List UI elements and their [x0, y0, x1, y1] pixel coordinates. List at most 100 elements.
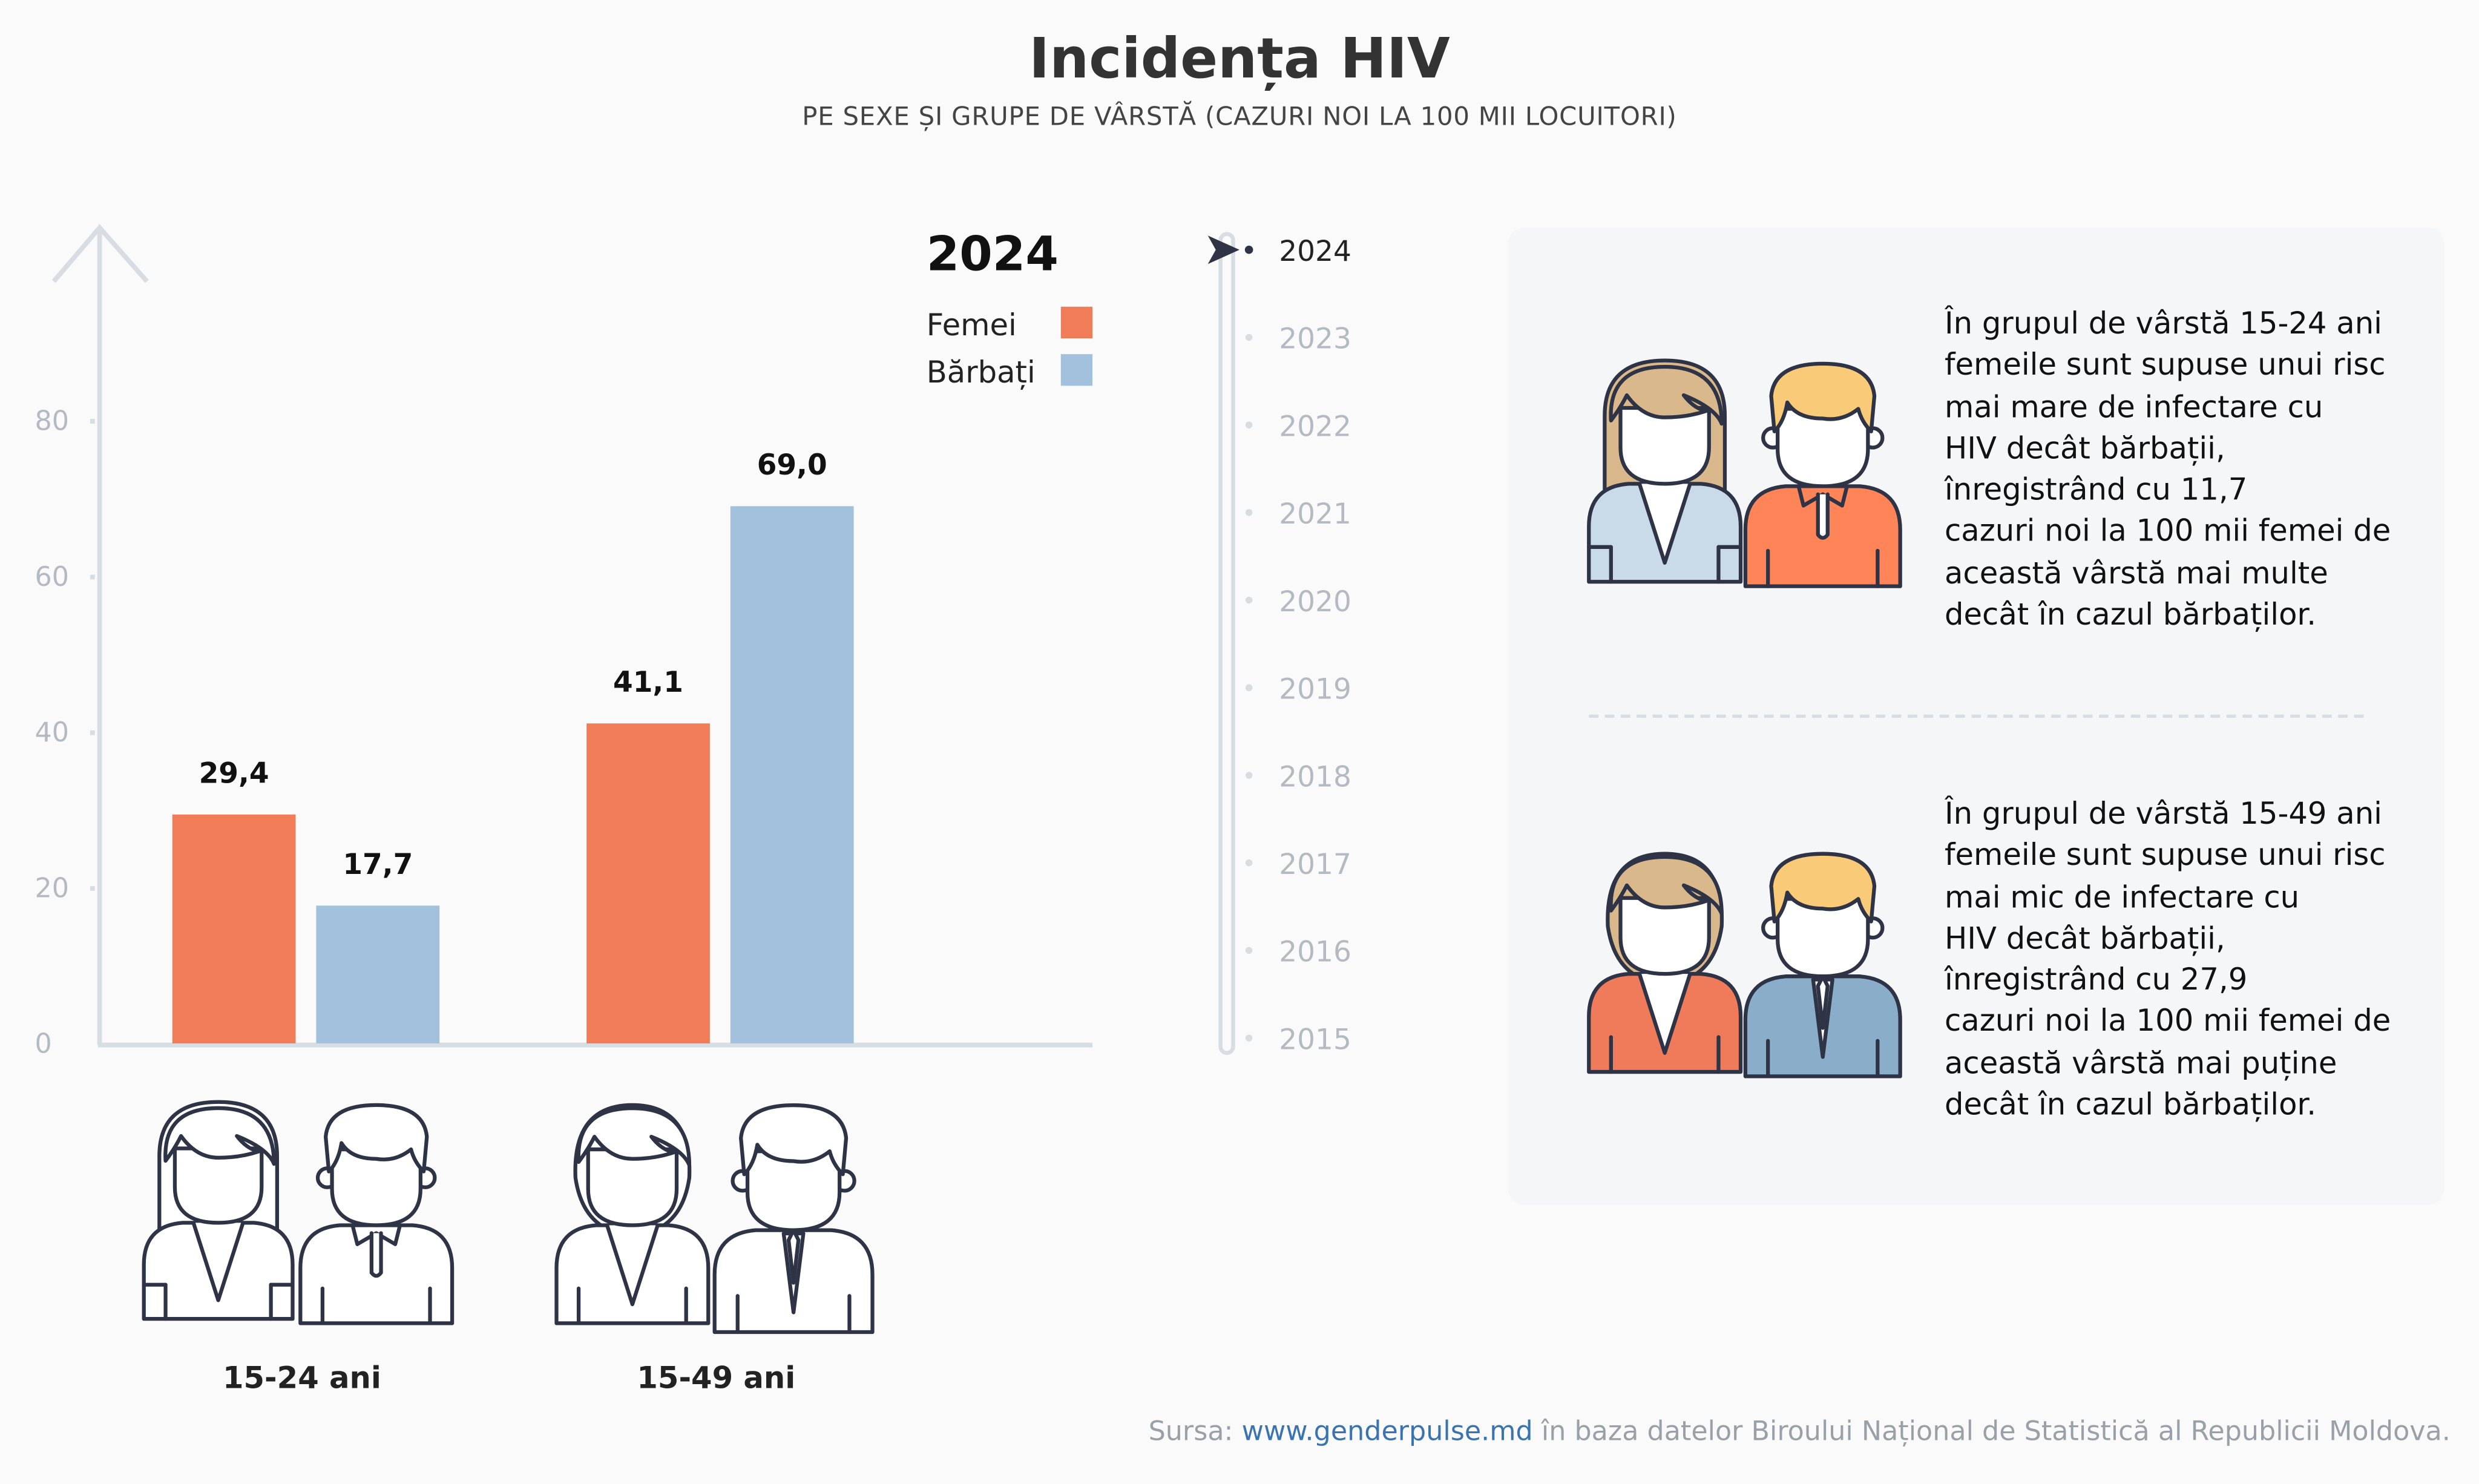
hair-top: [739, 1103, 849, 1177]
arm-lines: [1609, 545, 1721, 584]
hair-top: [1609, 364, 1724, 426]
timeline-year-2015[interactable]: 2015: [1279, 1023, 1351, 1056]
arm-lines: [1609, 1035, 1721, 1074]
timeline-dot: [1244, 245, 1253, 254]
timeline-dot: [1245, 947, 1253, 954]
collar: [1637, 971, 1692, 1055]
legend-femei-swatch: [1060, 306, 1093, 339]
timeline-year-2019[interactable]: 2019: [1279, 673, 1351, 706]
arm-lines: [163, 1282, 273, 1321]
tie: [786, 1228, 801, 1285]
timeline-track: [1218, 232, 1235, 1055]
y-tick-label: 40: [34, 717, 69, 748]
year-timeline-slider[interactable]: 2024 2023 2022 2021 2020 2019 2018 2017 2016 2015: [1201, 222, 1391, 1075]
timeline-year-2024[interactable]: 2024: [1279, 235, 1351, 268]
timeline-dot: [1245, 772, 1253, 779]
face: [1776, 897, 1870, 979]
arm-lines: [1766, 548, 1880, 588]
group-label-15-24: 15-24 ani: [222, 1361, 381, 1396]
timeline-dot: [1245, 333, 1253, 341]
tie: [1816, 974, 1830, 1030]
face: [330, 1147, 422, 1227]
timeline-dot: [1245, 684, 1253, 692]
icon-woman-young: [142, 1100, 295, 1321]
bar-value-label: 69,0: [757, 448, 827, 482]
timeline-dot: [1245, 421, 1253, 428]
timeline-year-2020[interactable]: 2020: [1279, 585, 1351, 619]
timeline-dot: [1245, 1034, 1253, 1042]
timeline-svg: 2024 2023 2022 2021 2020 2019 2018 2017 2016 2015: [1207, 232, 1351, 1056]
icon-woman-adult-color: [1587, 852, 1743, 1074]
collar: [605, 1223, 660, 1307]
source-note: Sursa: www.genderpulse.md în baza datelo…: [1149, 1417, 2451, 1448]
face: [1618, 896, 1711, 976]
source-prefix: Sursa:: [1148, 1416, 1242, 1448]
hair-top: [576, 1106, 692, 1167]
icon-man-adult: [712, 1103, 875, 1335]
timeline-dot: [1245, 509, 1253, 516]
y-tick-label: 20: [34, 873, 69, 904]
timeline-year-2018[interactable]: 2018: [1279, 760, 1351, 793]
y-tick-mark: [90, 574, 95, 580]
source-link[interactable]: www.genderpulse.md: [1241, 1416, 1533, 1448]
bar-femei-0: [172, 814, 296, 1044]
note-15-49: În grupul de vârstă 15-49 ani femeile su…: [1945, 796, 2391, 1123]
icon-woman-adult: [554, 1103, 711, 1325]
arm-lines: [735, 1294, 852, 1335]
y-tick-mark: [90, 730, 95, 735]
icon-man-young: [298, 1103, 455, 1325]
bar-bărbați-1: [730, 506, 854, 1044]
bar-bărbați-0: [316, 905, 440, 1044]
legend-barbati-swatch: [1060, 354, 1093, 386]
timeline-dot: [1245, 596, 1253, 604]
bar-femei-1: [586, 723, 710, 1044]
placket: [369, 1231, 383, 1278]
face: [1618, 405, 1711, 486]
page-subtitle: PE SEXE ȘI GRUPE DE VÂRSTĂ (CAZURI NOI L…: [802, 101, 1677, 131]
panel-divider: [1589, 714, 2364, 718]
icon-man-young-color: [1743, 361, 1902, 588]
collar: [1637, 482, 1692, 565]
arm-lines: [320, 1286, 432, 1325]
legend-femei-label: Femei: [926, 308, 1017, 343]
face: [1776, 407, 1870, 488]
hair-top: [1769, 361, 1877, 433]
y-tick-mark: [90, 886, 95, 891]
page-title: Incidența HIV: [1029, 28, 1450, 92]
y-tick-label: 60: [34, 562, 69, 593]
y-axis-arrow: [51, 224, 149, 283]
chart-year: 2024: [926, 228, 1059, 283]
face: [586, 1147, 679, 1227]
source-suffix: în baza datelor Biroului Național de Sta…: [1532, 1416, 2451, 1448]
hair-top: [163, 1106, 276, 1166]
bar-value-label: 17,7: [343, 848, 413, 881]
placket: [1816, 492, 1830, 540]
y-tick-label: 0: [34, 1029, 51, 1060]
note-15-24: În grupul de vârstă 15-24 ani femeile su…: [1945, 306, 2391, 633]
timeline-year-2021[interactable]: 2021: [1279, 497, 1351, 531]
timeline-year-2017[interactable]: 2017: [1279, 848, 1351, 881]
timeline-year-2016[interactable]: 2016: [1279, 936, 1351, 969]
bar-value-label: 41,1: [613, 666, 683, 699]
hair-top: [323, 1103, 429, 1174]
timeline-dot: [1245, 859, 1253, 867]
y-tick-mark: [90, 419, 95, 424]
bar-value-label: 29,4: [199, 757, 269, 790]
y-tick-label: 80: [34, 406, 69, 437]
timeline-pointer-icon: [1207, 235, 1240, 264]
hair-top: [1769, 852, 1877, 924]
group-label-15-49: 15-49 ani: [637, 1361, 796, 1396]
legend-barbati-label: Bărbați: [926, 355, 1036, 391]
face: [172, 1146, 264, 1225]
collar: [191, 1221, 245, 1302]
arm-lines: [1766, 1039, 1880, 1079]
timeline-year-2022[interactable]: 2022: [1279, 410, 1351, 443]
icon-man-adult-color: [1743, 852, 1902, 1079]
hair-top: [1609, 855, 1724, 916]
timeline-year-2023[interactable]: 2023: [1279, 323, 1351, 356]
icon-woman-young-color: [1587, 358, 1743, 584]
face: [745, 1149, 842, 1232]
arm-lines: [576, 1286, 688, 1325]
